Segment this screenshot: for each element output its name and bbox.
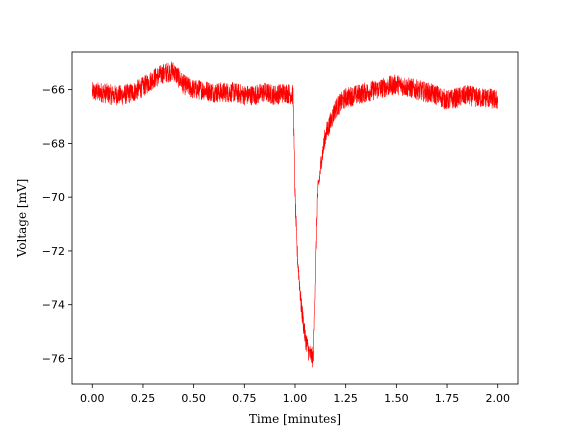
y-axis-label: Voltage [mV] <box>15 179 29 259</box>
x-tick-label-6: 1.50 <box>384 392 409 405</box>
y-tick-label-2: −72 <box>42 245 65 258</box>
x-tick-label-1: 0.25 <box>131 392 156 405</box>
x-tick-label-4: 1.00 <box>283 392 308 405</box>
y-axis: −76 −74 −72 −70 −68 −66 <box>42 84 72 365</box>
x-tick-label-0: 0.00 <box>80 392 105 405</box>
y-tick-label-4: −68 <box>42 137 65 150</box>
x-axis: 0.00 0.25 0.50 0.75 1.00 1.25 1.50 1.75 2.00 <box>80 384 510 405</box>
x-tick-label-8: 2.00 <box>485 392 510 405</box>
x-tick-label-7: 1.75 <box>435 392 460 405</box>
x-tick-label-5: 1.25 <box>333 392 358 405</box>
y-tick-label-0: −76 <box>42 352 65 365</box>
series-line-0 <box>91 61 499 368</box>
y-tick-label-5: −66 <box>42 84 65 97</box>
x-tick-label-3: 0.75 <box>232 392 257 405</box>
series-layer <box>91 61 499 368</box>
y-tick-label-1: −74 <box>42 299 65 312</box>
y-tick-label-3: −70 <box>42 191 65 204</box>
x-tick-label-2: 0.50 <box>181 392 206 405</box>
x-axis-label: Time [minutes] <box>249 412 341 426</box>
